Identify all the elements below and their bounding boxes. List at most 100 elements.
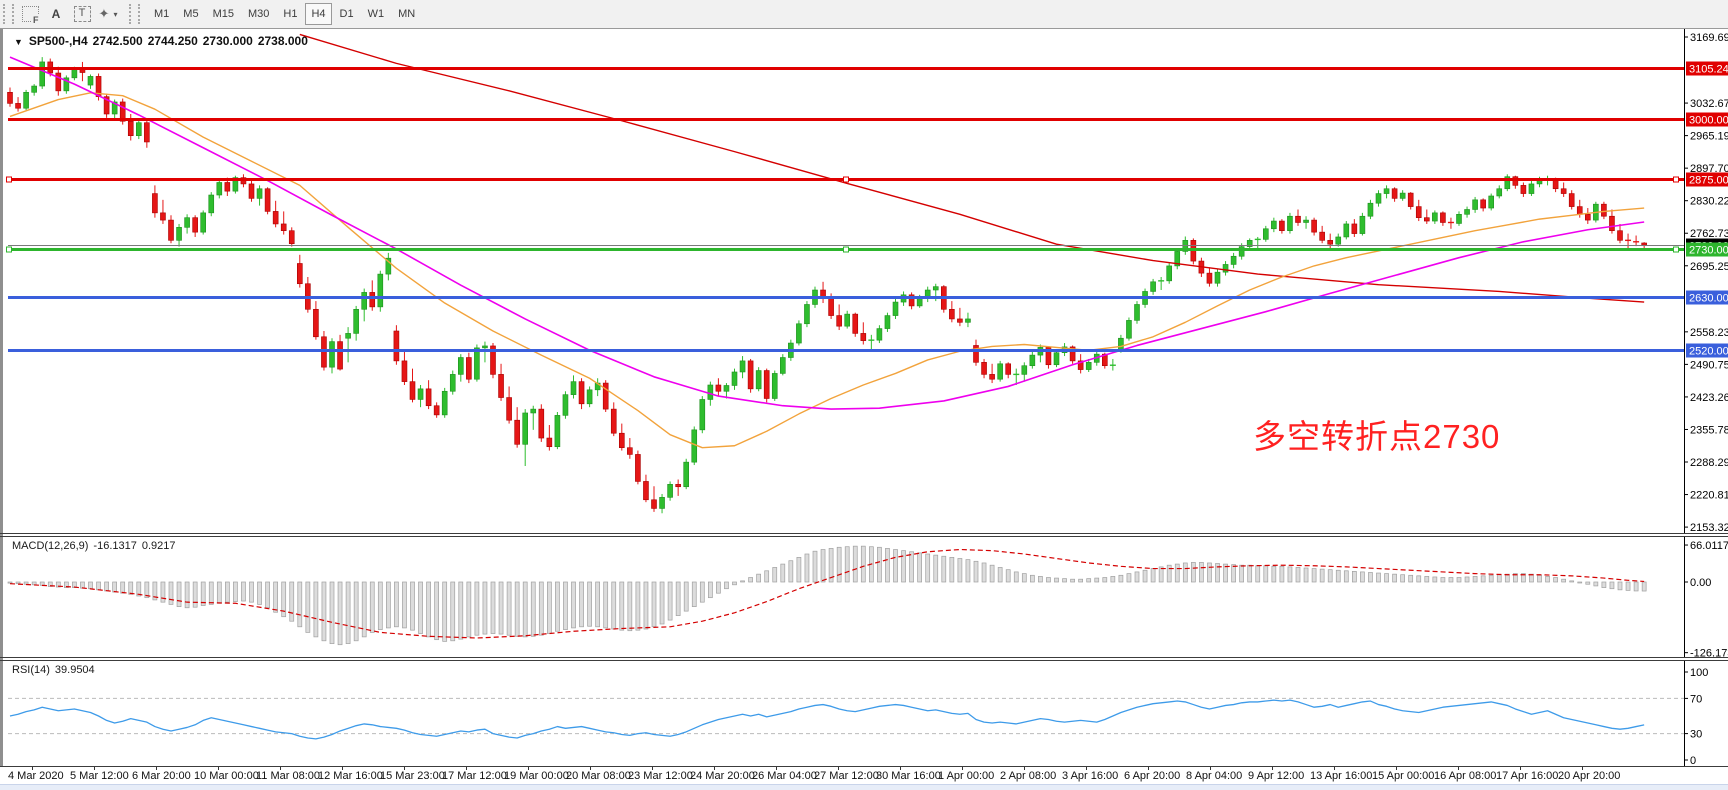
timeframe-button-m5[interactable]: M5 bbox=[183, 8, 199, 20]
timeframe-button-h1[interactable]: H1 bbox=[283, 8, 298, 20]
candle bbox=[192, 215, 198, 237]
line-handle[interactable] bbox=[6, 176, 12, 183]
panel-separator[interactable] bbox=[0, 657, 1728, 658]
candle bbox=[852, 312, 859, 337]
time-axis-label: 6 Mar 20:00 bbox=[132, 770, 191, 782]
macd-histogram-bar bbox=[1158, 566, 1164, 583]
panel-separator[interactable] bbox=[0, 533, 1728, 534]
macd-histogram-bar bbox=[506, 581, 512, 636]
candle bbox=[1319, 225, 1325, 244]
timeframe-button-m1[interactable]: M1 bbox=[154, 8, 170, 20]
candle bbox=[699, 396, 706, 434]
candle bbox=[763, 368, 770, 403]
macd-histogram-bar bbox=[104, 581, 109, 592]
candle bbox=[313, 301, 319, 340]
macd-histogram-bar bbox=[1311, 568, 1317, 583]
candle bbox=[264, 187, 271, 215]
macd-histogram-bar bbox=[1343, 570, 1349, 583]
macd-histogram-bar bbox=[1295, 567, 1301, 583]
price-tick-label: 2355.780 bbox=[1690, 424, 1728, 436]
time-axis-label: 15 Mar 23:00 bbox=[380, 770, 445, 782]
macd-histogram-bar bbox=[289, 581, 295, 622]
candle bbox=[15, 97, 21, 112]
macd-histogram-bar bbox=[1472, 576, 1478, 583]
candle bbox=[884, 312, 891, 332]
macd-histogram-bar bbox=[216, 581, 222, 604]
candle bbox=[1568, 190, 1575, 210]
rsi-panel[interactable]: 100 70 30 0 bbox=[0, 661, 1728, 766]
macd-histogram-bar bbox=[361, 581, 367, 638]
macd-histogram-bar bbox=[15, 581, 21, 585]
candle bbox=[7, 87, 13, 107]
candle bbox=[989, 363, 995, 384]
time-axis-tick bbox=[466, 767, 467, 770]
time-axis[interactable]: 4 Mar 2020 5 Mar 12:00 6 Mar 20:00 10 Mar 0… bbox=[0, 767, 1728, 784]
candle bbox=[23, 89, 29, 111]
candle bbox=[635, 450, 641, 485]
macd-histogram-bar bbox=[257, 581, 262, 605]
timeframe-button-w1[interactable]: W1 bbox=[367, 8, 385, 20]
macd-histogram-bar bbox=[941, 555, 947, 583]
line-handle[interactable] bbox=[843, 176, 849, 183]
macd-histogram-bar bbox=[651, 581, 657, 628]
macd-histogram-bar bbox=[1182, 562, 1188, 583]
macd-histogram-bar bbox=[7, 581, 13, 584]
time-axis-label: 9 Apr 12:00 bbox=[1248, 770, 1305, 782]
macd-histogram-bar bbox=[1617, 581, 1623, 591]
macd-histogram-bar bbox=[1585, 581, 1591, 585]
price-tick-label: 3169.690 bbox=[1690, 32, 1728, 44]
macd-histogram-bar bbox=[410, 581, 415, 631]
line-handle[interactable] bbox=[1673, 246, 1679, 253]
drawing-tools-button[interactable]: ✦ ▾ bbox=[97, 3, 119, 25]
timeframe-button-m30[interactable]: M30 bbox=[247, 8, 270, 20]
candle bbox=[136, 119, 142, 140]
macd-histogram-bar bbox=[909, 551, 914, 583]
macd-histogram-bar bbox=[804, 553, 810, 583]
macd-histogram-bar bbox=[1118, 574, 1124, 583]
candle bbox=[1560, 182, 1567, 197]
line-handle[interactable] bbox=[1673, 176, 1679, 183]
candle bbox=[981, 358, 987, 379]
macd-histogram-bar bbox=[1601, 581, 1607, 588]
timeframe-button-h4[interactable]: H4 bbox=[305, 3, 332, 25]
macd-histogram-bar bbox=[418, 581, 423, 634]
candle bbox=[1109, 358, 1116, 371]
macd-histogram-bar bbox=[740, 580, 745, 583]
collapse-triangle-icon[interactable]: ▼ bbox=[14, 37, 23, 47]
macd-histogram-bar bbox=[563, 581, 568, 630]
time-axis-label: 12 Mar 16:00 bbox=[318, 770, 383, 782]
toolbar-drag-handle[interactable] bbox=[129, 4, 140, 24]
candle bbox=[667, 481, 673, 501]
macd-histogram-bar bbox=[659, 581, 665, 625]
timeframe-button-d1[interactable]: D1 bbox=[339, 8, 354, 20]
candle bbox=[1633, 235, 1640, 247]
line-handle[interactable] bbox=[843, 246, 849, 253]
chart-annotation-text[interactable]: 多空转折点2730 bbox=[1253, 418, 1501, 455]
candle bbox=[1585, 208, 1591, 224]
macd-histogram-bar bbox=[1279, 565, 1285, 583]
macd-histogram-bar bbox=[619, 581, 625, 631]
toolbar-drag-handle[interactable] bbox=[3, 4, 14, 24]
main-price-panel[interactable]: 3105.2443000.0002875.0002738.0002730.000… bbox=[0, 29, 1728, 533]
timeframe-button-mn[interactable]: MN bbox=[398, 8, 416, 20]
text-box-button[interactable]: T bbox=[71, 3, 93, 25]
line-handle[interactable] bbox=[6, 246, 12, 253]
macd-histogram-bar bbox=[675, 581, 681, 616]
macd-histogram-bar bbox=[1569, 580, 1575, 583]
template-grid-button[interactable]: F bbox=[19, 3, 41, 25]
macd-histogram-bar bbox=[877, 546, 882, 583]
macd-histogram-bar bbox=[329, 581, 335, 644]
panel-separator[interactable] bbox=[0, 536, 1728, 537]
candle bbox=[554, 412, 561, 450]
candle bbox=[755, 367, 762, 392]
candle bbox=[1464, 206, 1470, 218]
chart-area[interactable] bbox=[0, 29, 1728, 790]
timeframe-button-m15[interactable]: M15 bbox=[212, 8, 234, 20]
candle bbox=[514, 407, 520, 448]
macd-panel[interactable]: 66.0117 0.00 -126.173 bbox=[0, 537, 1728, 657]
candle bbox=[562, 391, 569, 419]
time-axis-tick bbox=[1396, 767, 1397, 770]
candle bbox=[602, 380, 609, 413]
text-label-button[interactable]: A bbox=[45, 3, 67, 25]
panel-separator[interactable] bbox=[0, 660, 1728, 661]
